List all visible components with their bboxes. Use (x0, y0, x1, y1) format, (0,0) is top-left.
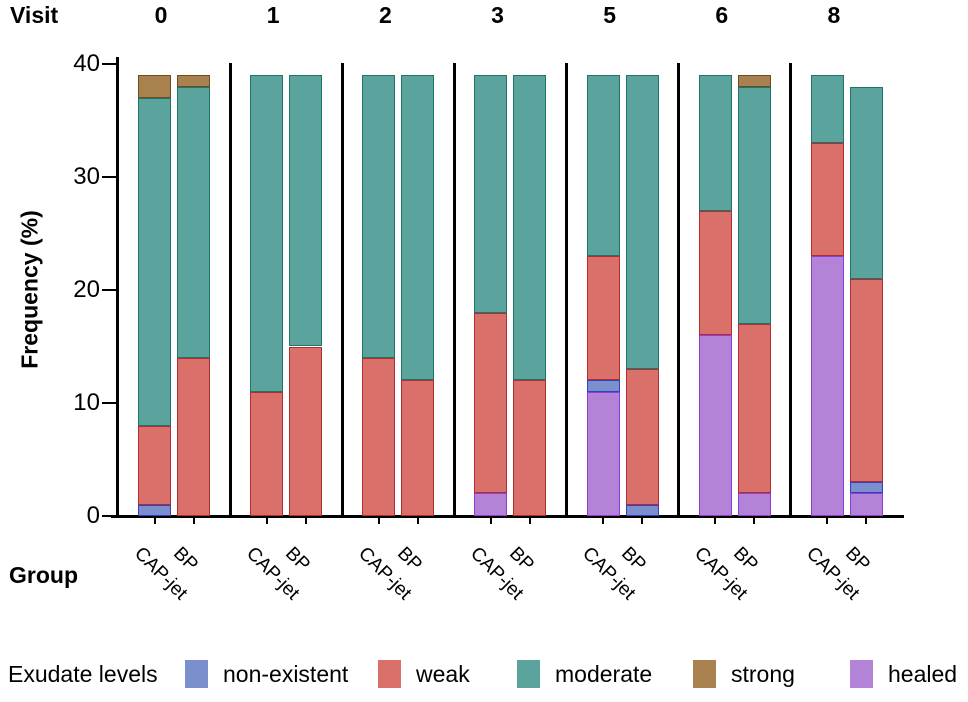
bar-segment-weak (625, 369, 659, 505)
bar-segment-moderate (625, 75, 659, 370)
bar-segment-weak (698, 210, 732, 336)
legend-label-weak: weak (416, 661, 470, 687)
bar-segment-healed (698, 335, 732, 516)
bar-segment-moderate (362, 75, 396, 358)
y-tick-label: 40 (73, 50, 100, 77)
bar-segment-weak (474, 312, 508, 494)
bar-segment-moderate (698, 75, 732, 211)
visit-number: 5 (603, 2, 617, 28)
bar-segment-non-existent (625, 504, 659, 516)
legend-label-nonexistent: non-existent (223, 661, 349, 687)
bar-segment-weak (849, 278, 883, 483)
y-tick-label: 10 (73, 389, 100, 416)
bar-segment-weak (362, 357, 396, 516)
x-tick (377, 518, 380, 524)
bar-segment-moderate (849, 86, 883, 279)
bar-segment-non-existent (586, 380, 620, 392)
bar-segment-moderate (737, 86, 771, 324)
legend-swatch-strong (693, 660, 716, 688)
legend-swatch-moderate (517, 660, 540, 688)
bar-segment-weak (513, 380, 547, 516)
bar-segment-moderate (250, 75, 284, 392)
bar-segment-weak (586, 256, 620, 381)
visit-number: 8 (827, 2, 841, 28)
x-axis-line (111, 515, 904, 518)
bar-segment-healed (810, 256, 844, 516)
bar-segment-moderate (810, 75, 844, 144)
panel-separator (340, 63, 344, 517)
bar-segment-moderate (513, 75, 547, 381)
x-tick (489, 518, 492, 524)
legend-title: Exudate levels (8, 661, 158, 687)
bar-segment-weak (401, 380, 435, 516)
bar-segment-moderate (586, 75, 620, 257)
bar-segment-healed (849, 493, 883, 516)
legend-label-healed: healed (888, 661, 958, 687)
x-tick (304, 518, 307, 524)
y-tick-label: 0 (86, 502, 100, 529)
bar-segment-moderate (138, 97, 171, 426)
x-tick (826, 518, 829, 524)
visit-number: 1 (266, 2, 280, 28)
panel-separator (789, 63, 793, 517)
panel-separator (452, 63, 456, 517)
visit-number: 2 (378, 2, 392, 28)
y-tick (102, 289, 117, 291)
bar-segment-non-existent (138, 504, 171, 516)
x-tick (602, 518, 605, 524)
legend-label-strong: strong (731, 661, 795, 687)
group-axis-title: Group (9, 562, 78, 588)
y-axis-line (116, 57, 119, 518)
bar-segment-strong (138, 75, 171, 98)
bar-segment-weak (177, 357, 210, 516)
x-tick (865, 518, 868, 524)
bar-segment-strong (737, 75, 771, 87)
x-tick (153, 518, 156, 524)
bar-segment-moderate (177, 86, 210, 358)
panel-separator (565, 63, 569, 517)
bar-segment-healed (737, 493, 771, 516)
bar-segment-moderate (401, 75, 435, 381)
bar-segment-weak (810, 143, 844, 257)
y-tick (102, 515, 117, 517)
x-tick (192, 518, 195, 524)
x-tick (641, 518, 644, 524)
x-tick (753, 518, 756, 524)
y-tick (102, 63, 117, 65)
bar-segment-weak (737, 323, 771, 494)
x-tick (416, 518, 419, 524)
legend-label-moderate: moderate (555, 661, 653, 687)
y-tick-label: 30 (73, 163, 100, 190)
panel-separator (677, 63, 681, 517)
y-tick (102, 176, 117, 178)
bar-segment-moderate (289, 75, 323, 347)
visit-number: 0 (154, 2, 168, 28)
x-tick (265, 518, 268, 524)
bar-segment-weak (289, 346, 323, 516)
bar-segment-non-existent (849, 482, 883, 494)
bar-segment-moderate (474, 75, 508, 313)
x-tick (528, 518, 531, 524)
bar-segment-healed (474, 493, 508, 516)
panel-separator (228, 63, 232, 517)
visit-axis-title: Visit (10, 2, 59, 28)
bar-segment-healed (586, 391, 620, 516)
legend-swatch-weak (378, 660, 401, 688)
x-tick (714, 518, 717, 524)
visit-number: 6 (715, 2, 729, 28)
y-tick (102, 402, 117, 404)
legend-swatch-nonexistent (185, 660, 208, 688)
legend-swatch-healed (850, 660, 873, 688)
bar-segment-strong (177, 75, 210, 87)
visit-number: 3 (491, 2, 504, 28)
bar-segment-weak (250, 391, 284, 516)
y-tick-label: 20 (73, 276, 100, 303)
bar-segment-weak (138, 425, 171, 505)
